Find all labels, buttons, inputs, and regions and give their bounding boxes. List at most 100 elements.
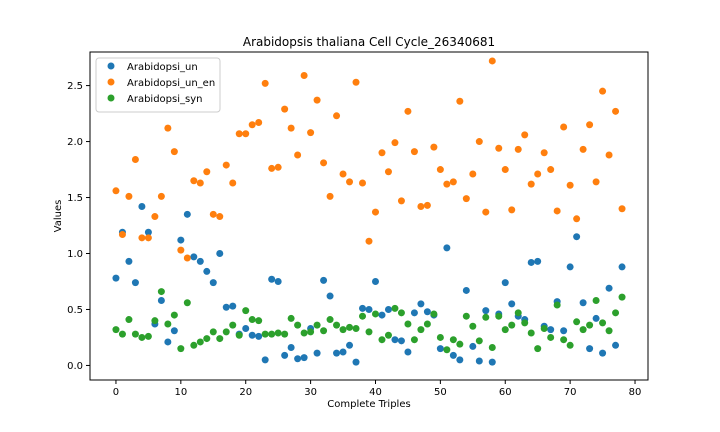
data-point-un-en: [462, 195, 470, 203]
legend: Arabidopsi_un Arabidopsi_un_en Arabidops…: [95, 57, 221, 113]
data-point-un: [475, 357, 483, 365]
data-point-un: [287, 344, 295, 352]
data-point-un: [294, 355, 302, 363]
data-point-un-en: [475, 138, 483, 146]
data-point-un-en: [164, 124, 172, 132]
data-point-un: [443, 244, 451, 252]
data-point-un: [586, 345, 594, 353]
data-point-un-en: [242, 130, 250, 138]
data-point-un: [352, 358, 360, 366]
data-point-syn: [326, 316, 334, 324]
data-point-un: [599, 349, 607, 357]
data-point-un: [527, 258, 535, 266]
data-point-un: [560, 327, 568, 335]
data-point-un-en: [313, 96, 321, 104]
data-point-un-en: [391, 139, 399, 147]
data-point-un: [281, 351, 289, 359]
data-point-un: [436, 345, 444, 353]
y-axis-label: Values: [53, 200, 64, 233]
data-point-syn: [488, 344, 496, 352]
data-point-un: [300, 354, 308, 362]
y-axis: 0.0 0.5 1.0 1.5 2.0 2.5: [67, 81, 90, 372]
legend-label-un-en: Arabidopsi_un_en: [127, 78, 215, 89]
data-point-syn: [138, 333, 146, 341]
data-point-un-en: [534, 170, 542, 178]
legend-marker-un-en: [107, 78, 115, 86]
data-point-syn: [423, 320, 431, 328]
data-point-syn: [339, 326, 347, 334]
data-point-un-en: [469, 170, 477, 178]
data-point-syn: [261, 330, 269, 338]
data-point-syn: [573, 318, 581, 326]
legend-marker-un: [107, 62, 115, 70]
data-point-syn: [527, 329, 535, 337]
data-point-syn: [618, 293, 626, 301]
data-point-syn: [462, 312, 470, 320]
data-point-syn: [417, 326, 425, 334]
data-point-un-en: [151, 213, 159, 221]
legend-box: [95, 57, 221, 113]
data-point-un-en: [326, 192, 334, 200]
data-point-syn: [586, 321, 594, 329]
data-point-un: [261, 356, 269, 364]
data-point-syn: [482, 313, 490, 321]
data-point-un-en: [612, 107, 620, 115]
data-point-syn: [404, 320, 412, 328]
data-point-syn: [346, 323, 354, 331]
data-point-un: [417, 300, 425, 308]
data-point-syn: [125, 316, 133, 324]
data-point-syn: [365, 328, 373, 336]
data-point-un-en: [618, 205, 626, 213]
data-point-un-en: [599, 87, 607, 95]
data-point-syn: [521, 319, 529, 327]
x-axis: 0 10 20 30 40 50 60 70 80: [113, 380, 641, 398]
data-point-syn: [209, 328, 217, 336]
x-tick-label: 20: [239, 387, 252, 398]
data-point-syn: [157, 288, 165, 296]
data-point-un-en: [209, 210, 217, 218]
data-point-syn: [456, 340, 464, 348]
data-point-un-en: [268, 164, 276, 172]
data-point-un-en: [579, 145, 587, 153]
data-point-syn: [281, 330, 289, 338]
data-point-un-en: [430, 143, 438, 151]
x-tick-label: 0: [113, 387, 119, 398]
data-point-un: [274, 277, 282, 285]
data-point-syn: [612, 309, 620, 317]
data-point-un-en: [404, 107, 412, 115]
data-point-un: [508, 300, 516, 308]
data-point-un-en: [346, 178, 354, 186]
data-point-un-en: [547, 166, 555, 174]
data-point-un: [268, 275, 276, 283]
data-point-un: [410, 309, 418, 317]
data-point-un-en: [371, 208, 379, 216]
data-point-syn: [242, 307, 250, 315]
data-point-un: [371, 277, 379, 285]
data-point-un-en: [482, 208, 490, 216]
data-point-un-en: [274, 163, 282, 171]
data-point-un-en: [287, 124, 295, 132]
data-point-un: [177, 236, 185, 244]
data-point-un-en: [157, 192, 165, 200]
data-point-syn: [359, 312, 367, 320]
data-point-un: [313, 349, 321, 357]
data-point-un-en: [183, 254, 191, 262]
data-point-un-en: [118, 230, 126, 238]
data-point-syn: [560, 336, 568, 344]
data-point-syn: [248, 316, 256, 324]
data-point-un: [488, 358, 496, 366]
data-point-un-en: [397, 197, 405, 205]
data-point-un-en: [281, 105, 289, 113]
data-point-un: [579, 299, 587, 307]
data-point-syn: [540, 325, 548, 333]
data-point-un: [157, 297, 165, 305]
data-point-syn: [378, 336, 386, 344]
data-point-un: [456, 356, 464, 364]
data-point-un-en: [170, 148, 178, 156]
data-point-un: [423, 308, 431, 316]
data-point-un: [144, 228, 152, 236]
data-point-un: [339, 348, 347, 356]
data-point-un: [138, 202, 146, 210]
plot-area: [89, 51, 649, 381]
data-point-syn: [112, 326, 120, 334]
